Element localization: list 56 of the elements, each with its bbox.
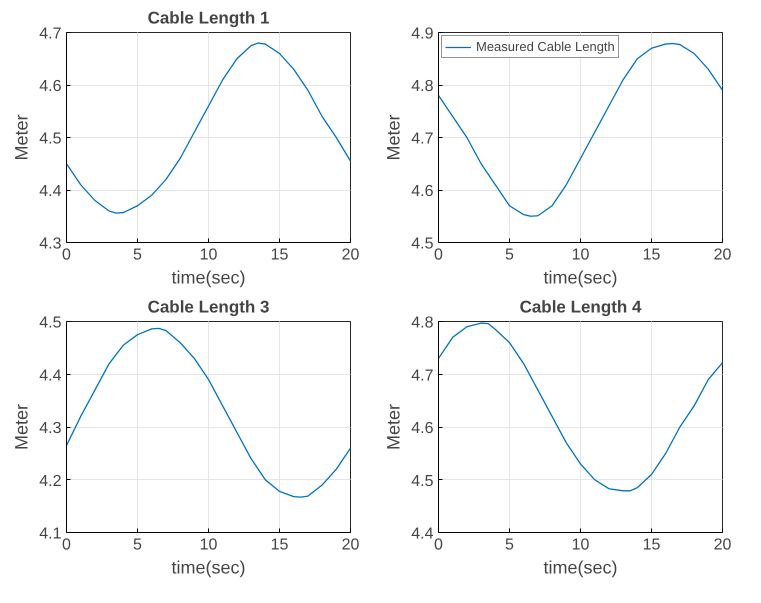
chart-title: Cable Length 3 — [148, 298, 270, 316]
x-tick-label: 0 — [62, 246, 72, 264]
y-tick-label: 4.4 — [39, 367, 62, 384]
x-tick-label: 5 — [505, 536, 514, 554]
legend-label: Measured Cable Length — [476, 39, 615, 54]
x-tick-label: 15 — [270, 246, 288, 264]
x-tick-label: 5 — [133, 536, 142, 554]
y-tick-label: 4.3 — [39, 236, 62, 252]
y-tick-label: 4.7 — [39, 26, 62, 42]
x-tick-label: 10 — [572, 536, 590, 554]
y-tick-label: 4.7 — [411, 367, 434, 384]
chart-title: Cable Length 1 — [148, 8, 270, 28]
y-tick-label: 4.5 — [39, 314, 62, 332]
x-tick-label: 10 — [200, 536, 218, 554]
x-tick-label: 5 — [133, 246, 142, 264]
x-tick-label: 20 — [714, 246, 732, 264]
y-axis-title: Meter — [383, 404, 404, 450]
y-tick-label: 4.7 — [411, 130, 434, 148]
x-tick-label: 10 — [572, 246, 590, 264]
x-axis-title: time(sec) — [544, 558, 618, 578]
y-axis-title: Meter — [11, 114, 32, 161]
y-tick-label: 4.8 — [411, 78, 434, 95]
y-tick-label: 4.9 — [411, 26, 434, 42]
y-tick-label: 4.3 — [39, 420, 62, 437]
line-series — [66, 42, 350, 214]
x-tick-label: 20 — [342, 246, 360, 264]
x-tick-label: 0 — [434, 246, 444, 264]
x-tick-label: 20 — [342, 536, 360, 554]
x-tick-label: 15 — [642, 536, 660, 554]
x-tick-label: 20 — [714, 536, 732, 554]
y-tick-label: 4.6 — [39, 78, 62, 95]
x-tick-label: 0 — [434, 536, 444, 554]
y-tick-label: 4.5 — [39, 130, 62, 148]
y-axis-title: Meter — [383, 114, 404, 161]
x-tick-label: 0 — [62, 536, 72, 554]
x-axis-title: time(sec) — [172, 558, 246, 578]
y-axis-title: Meter — [11, 404, 32, 450]
x-tick-label: 10 — [200, 246, 218, 264]
y-tick-label: 4.4 — [411, 526, 434, 542]
y-tick-label: 4.2 — [39, 472, 62, 490]
line-series — [438, 322, 722, 492]
y-tick-label: 4.8 — [411, 314, 434, 332]
y-tick-label: 4.1 — [39, 526, 62, 542]
y-tick-label: 4.6 — [411, 183, 434, 200]
line-series — [66, 328, 350, 498]
y-tick-label: 4.4 — [39, 183, 62, 200]
x-axis-title: time(sec) — [544, 268, 618, 288]
line-series — [438, 42, 722, 217]
x-tick-label: 15 — [270, 536, 288, 554]
y-tick-label: 4.5 — [411, 236, 434, 252]
y-tick-label: 4.5 — [411, 472, 434, 490]
x-tick-label: 5 — [505, 246, 514, 264]
chart-title: Cable Length 4 — [520, 298, 642, 316]
y-tick-label: 4.6 — [411, 420, 434, 437]
x-axis-title: time(sec) — [172, 268, 246, 288]
x-tick-label: 15 — [642, 246, 660, 264]
